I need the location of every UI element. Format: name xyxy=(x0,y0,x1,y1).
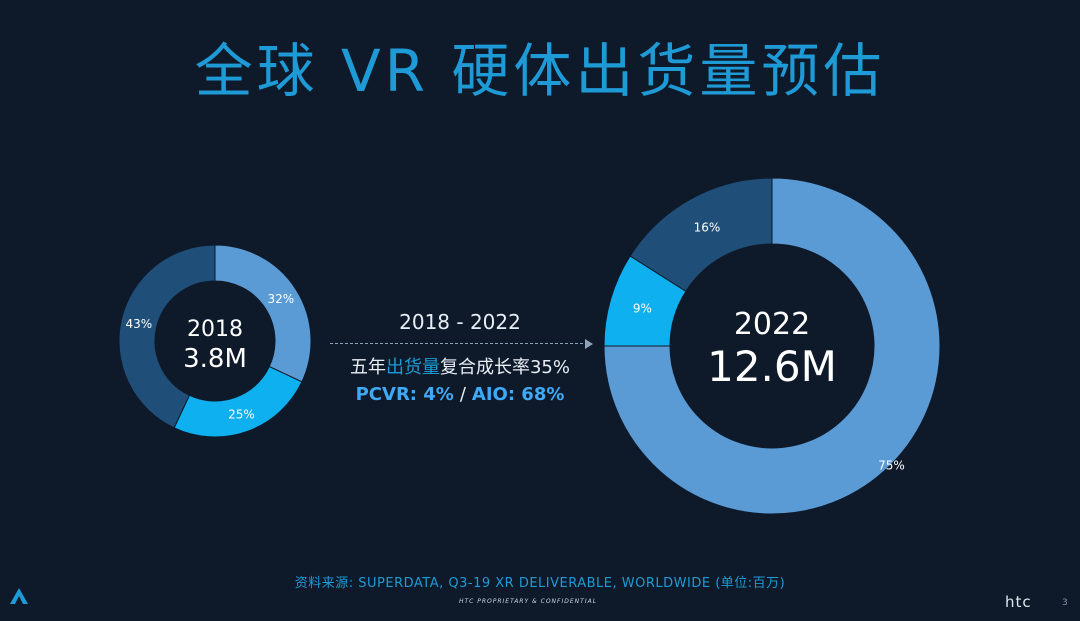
slice-label-2022-2: 16% xyxy=(694,221,721,235)
cagr-highlight: 出货量 xyxy=(385,357,440,378)
cagr-suffix: 复合成长率35% xyxy=(439,357,570,378)
donut-slice-2018-1 xyxy=(173,365,303,438)
confidential-note: HTC PROPRIETARY & CONFIDENTIAL xyxy=(458,598,598,605)
donut-slice-2018-2 xyxy=(118,244,216,429)
cagr-text: 五年出货量复合成长率35% xyxy=(320,353,600,379)
source-note: 资料来源: SUPERDATA, Q3-19 XR DELIVERABLE, W… xyxy=(294,576,786,591)
center-year-2018: 2018 xyxy=(187,317,243,342)
share-separator: / xyxy=(459,384,466,405)
vive-logo-icon xyxy=(10,588,28,604)
slice-label-2022-0: 75% xyxy=(878,459,905,473)
slice-label-2018-0: 32% xyxy=(268,292,295,306)
donut-chart-2018: 32% 25% 43% 2018 3.8M xyxy=(118,244,312,438)
arrow-head-icon xyxy=(585,339,593,349)
period-label-wrap: 2018 - 2022 xyxy=(320,310,600,334)
page-number: 3 xyxy=(1062,598,1068,608)
segment-shares: PCVR: 4% / AIO: 68% xyxy=(320,384,600,405)
cagr-prefix: 五年 xyxy=(349,357,386,378)
slice-label-2018-1: 25% xyxy=(228,407,255,421)
arrow-line xyxy=(330,343,588,344)
donut-slice-2022-2 xyxy=(629,177,773,293)
pcvr-share: PCVR: 4% xyxy=(355,384,454,405)
period-label: 2018 - 2022 xyxy=(399,310,521,334)
center-value-2018: 3.8M xyxy=(183,344,247,374)
htc-logo: htc xyxy=(1005,593,1032,611)
donut-slice-2022-0 xyxy=(603,177,941,515)
center-year-2022: 2022 xyxy=(734,307,810,342)
slide-title: 全球 VR 硬体出货量预估 xyxy=(194,37,886,105)
donut-slice-2018-0 xyxy=(214,244,312,383)
donut-chart-2022: 75% 9% 16% 2022 12.6M xyxy=(603,177,941,515)
center-value-2022: 12.6M xyxy=(707,342,837,391)
aio-share: AIO: 68% xyxy=(471,384,565,405)
slice-label-2018-2: 43% xyxy=(126,317,153,331)
donut-slices-2022: 75% 9% 16% xyxy=(603,177,941,515)
slice-label-2022-1: 9% xyxy=(633,301,652,315)
donut-slices-2018: 32% 25% 43% xyxy=(118,244,312,438)
